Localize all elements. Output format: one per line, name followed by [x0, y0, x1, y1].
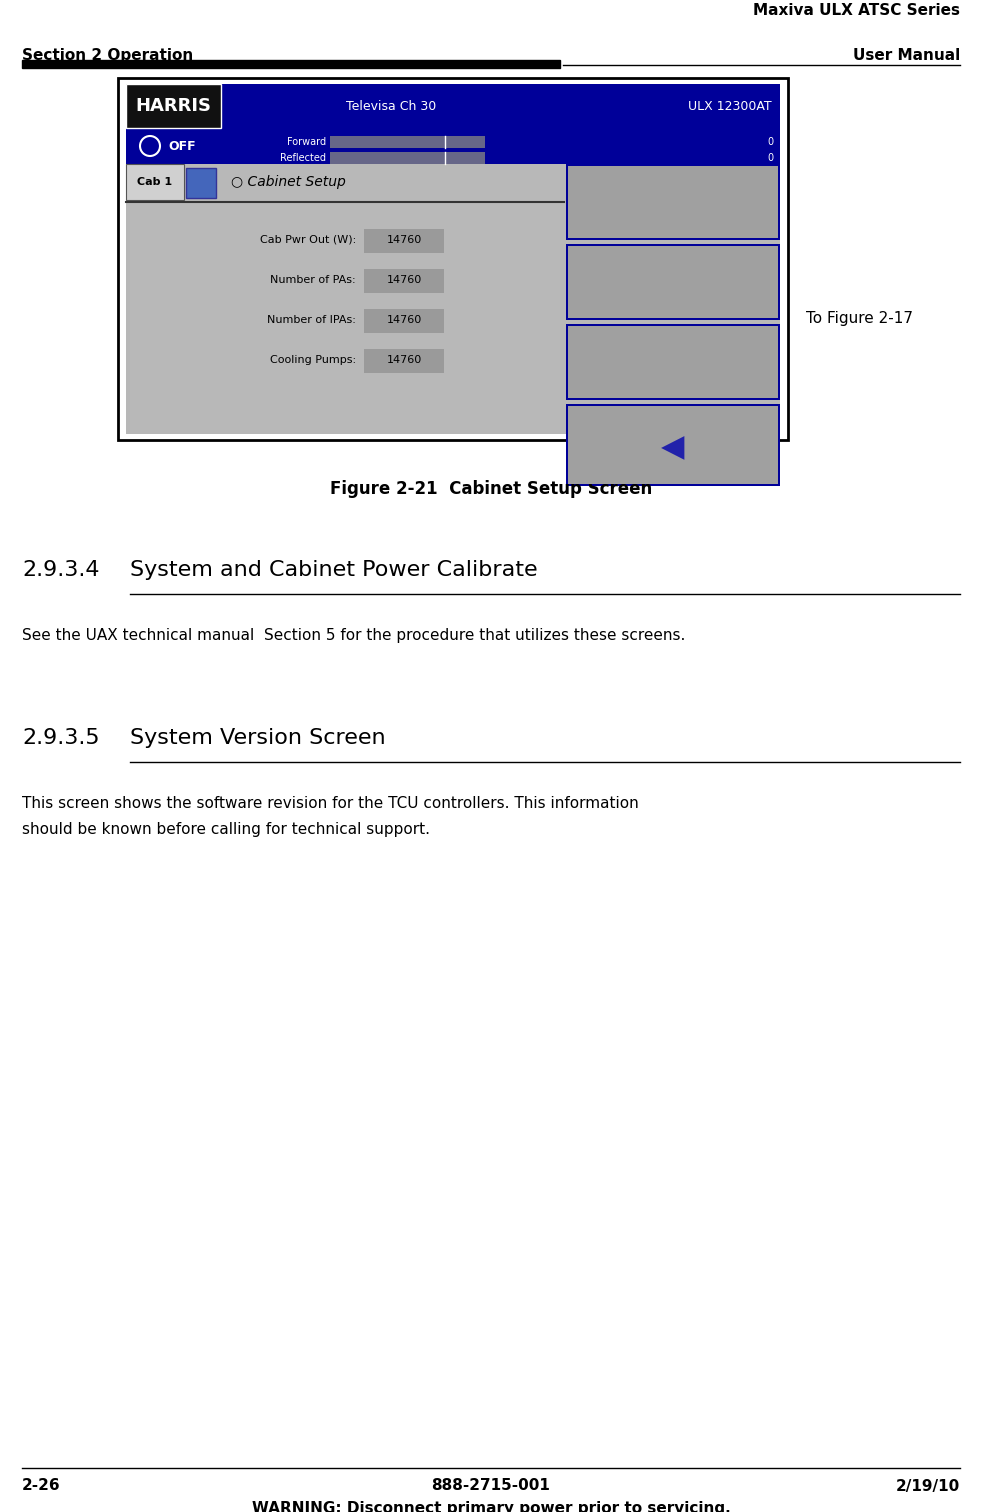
Bar [566, 243, 780, 321]
Text: Cooling Pumps:: Cooling Pumps: [270, 355, 356, 364]
Text: WARNING: Disconnect primary power prior to servicing.: WARNING: Disconnect primary power prior … [251, 1500, 731, 1512]
Bar [568, 166, 778, 237]
Text: See the UAX technical manual  Section 5 for the procedure that utilizes these sc: See the UAX technical manual Section 5 f… [22, 627, 685, 643]
Text: ○ Cabinet Setup: ○ Cabinet Setup [231, 175, 346, 189]
Text: System Version Screen: System Version Screen [130, 727, 386, 748]
Text: 14760: 14760 [386, 275, 421, 284]
Text: This screen shows the software revision for the TCU controllers. This informatio: This screen shows the software revision … [22, 795, 638, 810]
Text: Reflected: Reflected [280, 153, 326, 163]
Bar [568, 327, 778, 398]
Text: Number of IPAs:: Number of IPAs: [267, 314, 356, 325]
Bar [566, 410, 780, 485]
Text: 2.9.3.4: 2.9.3.4 [22, 559, 99, 581]
Bar [330, 153, 485, 163]
Text: User Manual: User Manual [852, 48, 960, 64]
Bar [364, 228, 444, 253]
Text: Number of PAs:: Number of PAs: [270, 275, 356, 284]
Text: To Figure 2-17: To Figure 2-17 [806, 311, 913, 327]
Bar [568, 246, 778, 318]
Bar [126, 129, 780, 163]
Text: 0: 0 [768, 138, 774, 147]
Text: 2-26: 2-26 [22, 1479, 61, 1494]
Text: HARRIS: HARRIS [135, 97, 211, 115]
Text: 14760: 14760 [386, 355, 421, 364]
Bar [566, 163, 780, 240]
Bar [186, 168, 216, 198]
Text: ◀: ◀ [661, 434, 684, 463]
Bar [22, 60, 560, 68]
Text: Section 2 Operation: Section 2 Operation [22, 48, 193, 64]
Bar [118, 79, 788, 440]
Text: ULX 12300AT: ULX 12300AT [688, 100, 772, 112]
Bar [126, 85, 221, 129]
Bar [126, 85, 221, 129]
Bar [221, 85, 780, 129]
Bar [126, 163, 184, 200]
Text: Maxiva ULX ATSC Series: Maxiva ULX ATSC Series [753, 3, 960, 18]
Bar [330, 136, 485, 148]
Text: Cab 1: Cab 1 [137, 177, 173, 187]
Bar [364, 308, 444, 333]
Bar [126, 163, 780, 434]
Bar [566, 324, 780, 401]
Text: should be known before calling for technical support.: should be known before calling for techn… [22, 823, 430, 838]
Text: OFF: OFF [168, 139, 195, 153]
Text: 2/19/10: 2/19/10 [896, 1479, 960, 1494]
Text: 14760: 14760 [386, 234, 421, 245]
Text: Figure 2-21  Cabinet Setup Screen: Figure 2-21 Cabinet Setup Screen [330, 479, 652, 497]
Text: Televisa Ch 30: Televisa Ch 30 [346, 100, 436, 112]
Text: 0: 0 [768, 153, 774, 163]
Text: System and Cabinet Power Calibrate: System and Cabinet Power Calibrate [130, 559, 537, 581]
Text: 888-2715-001: 888-2715-001 [431, 1479, 551, 1494]
Bar [364, 349, 444, 373]
Text: Cab Pwr Out (W):: Cab Pwr Out (W): [260, 234, 356, 245]
Bar [566, 404, 780, 479]
Bar [568, 407, 778, 478]
Text: 14760: 14760 [386, 314, 421, 325]
Text: Forward: Forward [287, 138, 326, 147]
Text: 2.9.3.5: 2.9.3.5 [22, 727, 99, 748]
Bar [364, 269, 444, 293]
Bar [568, 411, 778, 484]
